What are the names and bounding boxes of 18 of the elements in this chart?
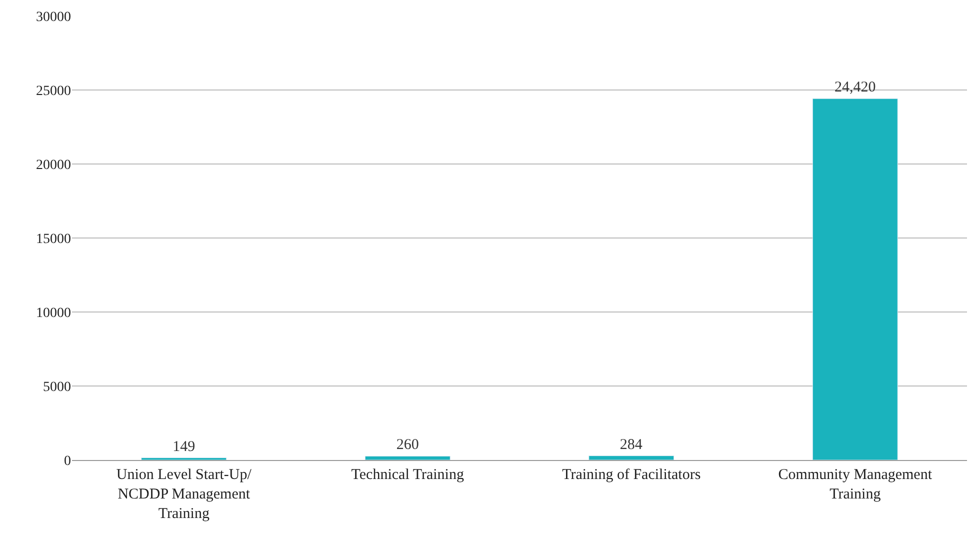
y-tick-label: 0 (64, 454, 71, 469)
data-label: 284 (620, 436, 643, 453)
y-tick-label: 30000 (36, 10, 71, 25)
x-tick-label: Union Level Start-Up/ NCDDP Management Training (116, 467, 252, 522)
data-label: 24,420 (834, 80, 876, 96)
bar (588, 456, 674, 460)
bar (812, 98, 898, 460)
x-tick-label: Technical Training (351, 467, 464, 483)
y-tick-label: 15000 (36, 232, 71, 247)
y-tick-label: 25000 (36, 84, 71, 99)
x-tick-label: Community Management Training (778, 467, 933, 502)
data-label: 260 (396, 437, 419, 454)
data-label: 149 (172, 438, 196, 455)
x-tick-label: Training of Facilitators (562, 467, 701, 483)
y-tick-label: 10000 (36, 306, 71, 321)
y-tick-label: 5000 (43, 380, 71, 395)
y-tick-label: 20000 (36, 158, 71, 173)
bar (364, 456, 450, 460)
